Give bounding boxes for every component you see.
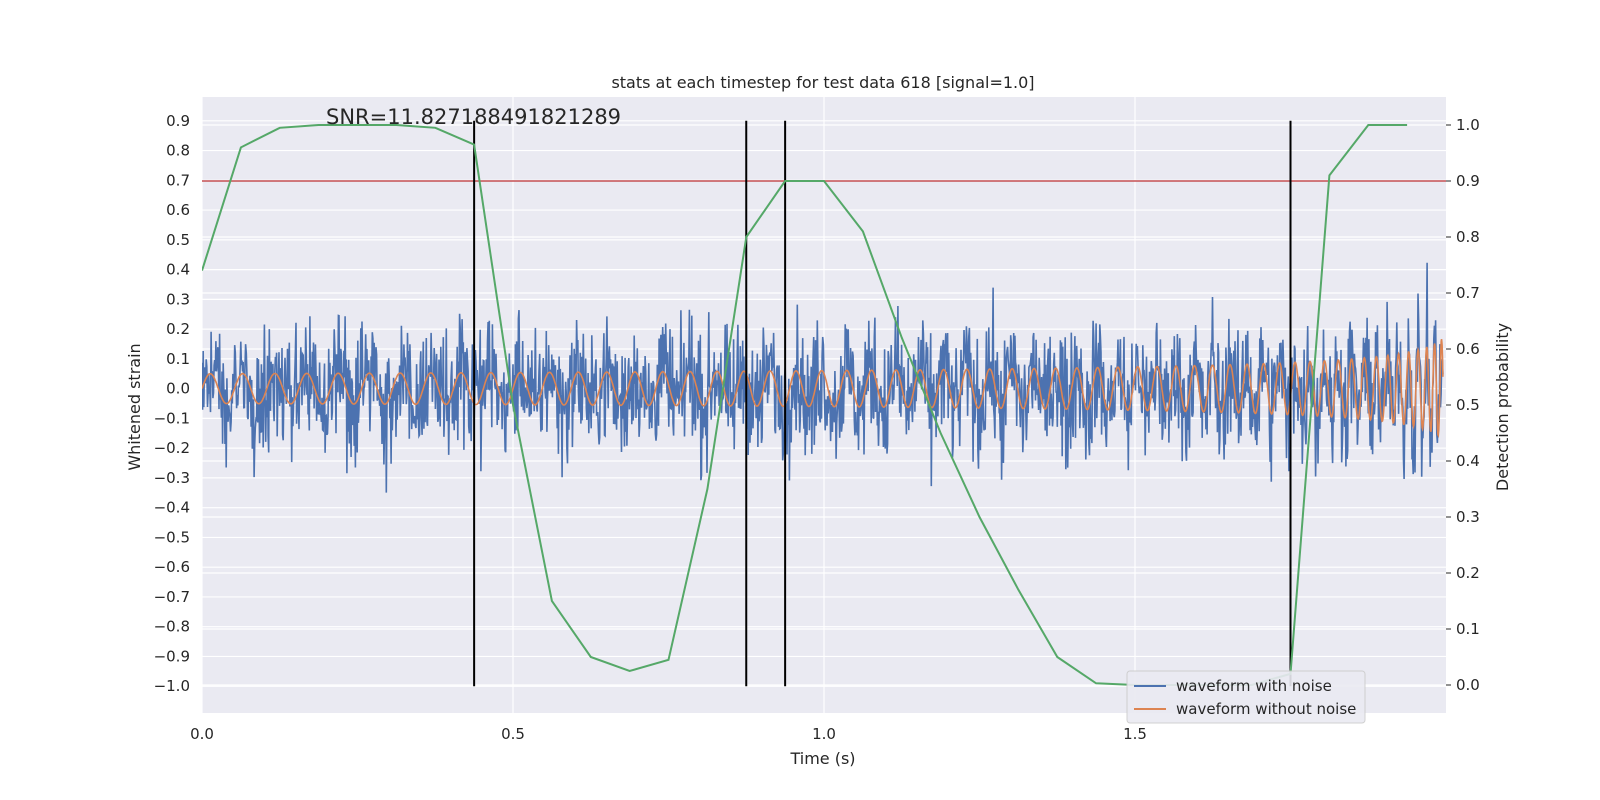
y-tick-label-left: 0.6 xyxy=(166,201,190,219)
x-tick-label: 0.5 xyxy=(501,725,525,743)
y-tick-label-right: 0.1 xyxy=(1456,620,1480,638)
series-line-waveform-with-noise xyxy=(202,262,1444,493)
y-tick-label-right: 0.2 xyxy=(1456,564,1480,582)
legend: waveform with noise waveform without noi… xyxy=(1126,670,1366,724)
y-tick-label-right: 0.3 xyxy=(1456,508,1480,526)
y-tick-label-left: 0.4 xyxy=(166,261,190,279)
y-tick-label-left: 0.7 xyxy=(166,171,190,189)
y-tick-label-left: 0.0 xyxy=(166,380,190,398)
y-tick-label-right: 1.0 xyxy=(1456,116,1480,134)
y-tick-label-left: 0.3 xyxy=(166,290,190,308)
y-tick-label-right: 0.8 xyxy=(1456,228,1480,246)
y-tick-label-right: 0.0 xyxy=(1456,676,1480,694)
y-tick-label-left: 0.8 xyxy=(166,142,190,160)
y-tick-label-left: −0.4 xyxy=(154,499,190,517)
series-line-waveform-without-noise xyxy=(202,339,1444,439)
y-tick-label-right: 0.9 xyxy=(1456,172,1480,190)
y-tick-label-left: −0.2 xyxy=(154,439,190,457)
legend-box xyxy=(1126,670,1366,724)
x-axis-label: Time (s) xyxy=(789,749,855,768)
y-tick-label-left: 0.2 xyxy=(166,320,190,338)
legend-label-noisy: waveform with noise xyxy=(1176,677,1332,695)
y-tick-label-right: 0.4 xyxy=(1456,452,1480,470)
y-tick-label-left: 0.5 xyxy=(166,231,190,249)
y-tick-label-left: −1.0 xyxy=(154,677,190,695)
y-tick-label-left: −0.6 xyxy=(154,558,190,576)
chart-title: stats at each timestep for test data 618… xyxy=(611,73,1034,92)
y-axis-label-right: Detection probability xyxy=(1493,323,1512,491)
y-axis-label-left: Whitened strain xyxy=(125,343,144,470)
y-tick-label-right: 0.5 xyxy=(1456,396,1480,414)
x-tick-label: 0.0 xyxy=(190,725,214,743)
x-tick-label: 1.0 xyxy=(812,725,836,743)
legend-label-clean: waveform without noise xyxy=(1176,700,1356,718)
y-tick-label-left: 0.9 xyxy=(166,112,190,130)
y-tick-label-left: −0.3 xyxy=(154,469,190,487)
y-tick-label-left: −0.1 xyxy=(154,409,190,427)
axes-layer: 0.0 0.5 1.0 1.5 0.9 0.8 0.7 0.6 0.5 0.4 0.3 0.2 0.1 0… xyxy=(154,112,1480,743)
snr-annotation: SNR=11.827188491821289 xyxy=(326,105,621,129)
x-tick-label: 1.5 xyxy=(1123,725,1147,743)
y-tick-label-left: 0.1 xyxy=(166,350,190,368)
y-tick-label-right: 0.6 xyxy=(1456,340,1480,358)
y-tick-label-left: −0.7 xyxy=(154,588,190,606)
y-tick-label-left: −0.9 xyxy=(154,647,190,665)
y-tick-label-right: 0.7 xyxy=(1456,284,1480,302)
y-tick-label-left: −0.8 xyxy=(154,618,190,636)
y-tick-label-left: −0.5 xyxy=(154,528,190,546)
